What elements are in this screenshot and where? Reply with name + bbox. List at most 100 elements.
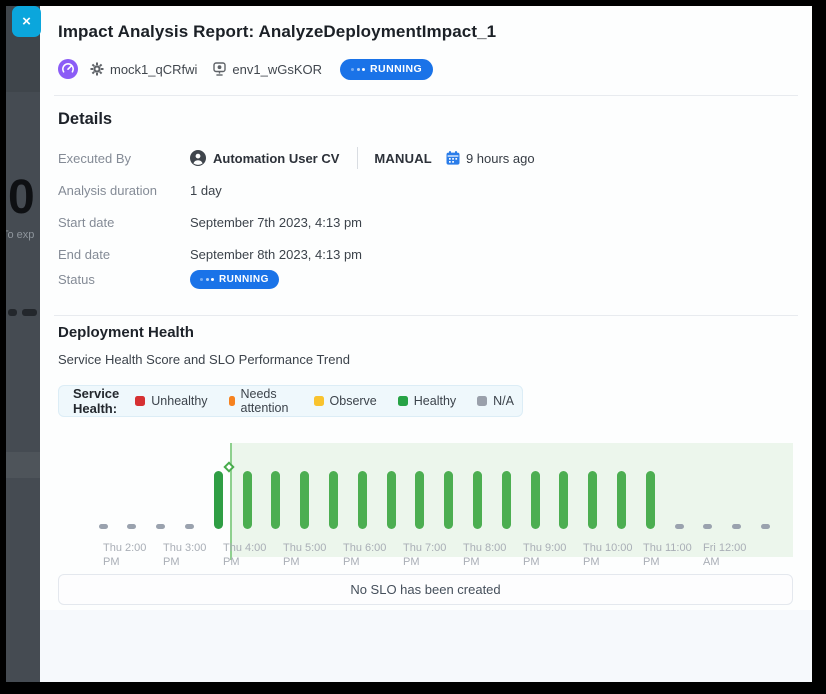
x-axis-label: Fri 12:00AM [703,541,765,569]
gear-icon [90,62,104,76]
user-avatar-icon [190,150,206,166]
executed-by-label: Executed By [58,151,190,166]
modal-title: Impact Analysis Report: AnalyzeDeploymen… [58,22,496,42]
close-button[interactable]: × [12,6,41,37]
x-axis-label: Thu 9:00PM [523,541,585,569]
slo-message: No SLO has been created [350,582,500,597]
detail-row-duration: Analysis duration 1 day [58,183,222,198]
analysis-window-region [230,443,794,557]
report-meta-row: mock1_qCRfwi env1_wGsKOR RUNNING [58,58,433,80]
health-bar-healthy[interactable] [358,471,367,529]
background-metric-number: 0 [8,174,35,222]
section-divider [54,315,798,316]
running-dots-icon [351,68,365,71]
status-badge: RUNNING [340,59,433,80]
legend-label: Observe [330,394,377,408]
background-shape [22,309,37,316]
x-axis-label: Thu 10:00PM [583,541,645,569]
legend-label: Needs attention [241,387,293,415]
health-bar-healthy[interactable] [646,471,655,529]
health-dot-na [156,524,165,529]
health-bar-healthy[interactable] [588,471,597,529]
environment-name: env1_wGsKOR [232,62,322,77]
trigger-type: MANUAL [374,151,432,166]
environment-meta[interactable]: env1_wGsKOR [213,62,322,77]
health-bar-healthy[interactable] [444,471,453,529]
deployment-health-heading: Deployment Health [58,324,194,341]
service-health-legend: Service Health: Unhealthy Needs attention… [58,385,523,417]
detail-row-status: Status RUNNING [58,270,279,289]
status-value: RUNNING [219,274,269,285]
x-axis-label: Thu 6:00PM [343,541,405,569]
service-meta[interactable]: mock1_qCRfwi [90,62,197,77]
health-bar-healthy[interactable] [502,471,511,529]
x-axis-label: Thu 11:00PM [643,541,705,569]
x-axis-label: Thu 2:00PM [103,541,165,569]
legend-title: Service Health: [73,386,119,416]
x-axis-label: Thu 5:00PM [283,541,345,569]
health-bar-healthy[interactable] [559,471,568,529]
legend-item-n-a: N/A [477,394,514,408]
x-axis-label: Thu 4:00PM [223,541,285,569]
background-partial-text: To exp [6,229,34,241]
vertical-separator [357,147,358,169]
environment-icon [213,62,226,76]
health-bar-healthy[interactable] [214,471,223,529]
service-name: mock1_qCRfwi [110,62,197,77]
details-heading: Details [58,110,112,129]
executed-time-ago: 9 hours ago [466,151,535,166]
legend-item-observe: Observe [314,394,377,408]
health-bar-healthy[interactable] [271,471,280,529]
end-date-value: September 8th 2023, 4:13 pm [190,247,362,262]
health-bar-healthy[interactable] [300,471,309,529]
background-shape [8,309,17,316]
health-dot-na [675,524,684,529]
health-bar-healthy[interactable] [329,471,338,529]
health-bar-healthy[interactable] [243,471,252,529]
legend-swatch-icon [398,396,408,406]
health-dot-na [99,524,108,529]
legend-swatch-icon [314,396,324,406]
detail-row-executed-by: Executed By Automation User CV MANUAL [58,147,535,169]
legend-label: Healthy [414,394,456,408]
health-bar-healthy[interactable] [387,471,396,529]
health-bar-healthy[interactable] [473,471,482,529]
dimmed-row-band [6,452,40,478]
legend-label: Unhealthy [151,394,207,408]
legend-swatch-icon [477,396,487,406]
start-date-label: Start date [58,215,190,230]
deployment-health-subtitle: Service Health Score and SLO Performance… [58,352,350,367]
slo-empty-state: No SLO has been created [58,574,793,605]
status-badge-detail: RUNNING [190,270,279,289]
health-trend-chart: Thu 2:00PMThu 3:00PMThu 4:00PMThu 5:00PM… [58,430,793,576]
x-axis-label: Thu 7:00PM [403,541,465,569]
detail-row-end-date: End date September 8th 2023, 4:13 pm [58,247,362,262]
running-dots-icon [200,278,214,281]
close-icon: × [22,13,31,30]
x-axis-label: Thu 8:00PM [463,541,525,569]
modal-footer-area [40,610,812,682]
health-dot-na [703,524,712,529]
impact-analysis-modal: Impact Analysis Report: AnalyzeDeploymen… [40,6,812,682]
health-bar-healthy[interactable] [617,471,626,529]
header-divider [54,95,798,96]
health-bar-healthy[interactable] [415,471,424,529]
health-bar-healthy[interactable] [531,471,540,529]
service-avatar-icon [58,59,78,79]
legend-item-needs-attention: Needs attention [229,387,293,415]
duration-label: Analysis duration [58,183,190,198]
legend-swatch-icon [229,396,235,406]
health-dot-na [761,524,770,529]
legend-label: N/A [493,394,514,408]
detail-row-start-date: Start date September 7th 2023, 4:13 pm [58,215,362,230]
legend-item-unhealthy: Unhealthy [135,394,207,408]
status-label: Status [58,272,190,287]
end-date-label: End date [58,247,190,262]
dimmed-background: 0 To exp [6,6,40,682]
health-dot-na [185,524,194,529]
executed-by-user: Automation User CV [213,151,339,166]
health-dot-na [732,524,741,529]
duration-value: 1 day [190,183,222,198]
health-dot-na [127,524,136,529]
screenshot-frame: 0 To exp × Impact Analysis Report: Analy… [0,0,826,694]
